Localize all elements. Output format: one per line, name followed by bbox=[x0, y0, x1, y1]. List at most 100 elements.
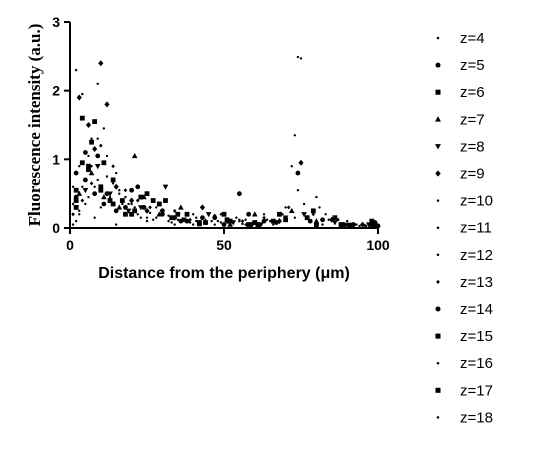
data-point bbox=[307, 218, 313, 224]
legend-item: z=18 bbox=[436, 409, 493, 426]
data-point bbox=[139, 216, 143, 219]
legend-label: z=9 bbox=[460, 166, 485, 183]
data-point bbox=[172, 208, 177, 213]
data-point bbox=[105, 175, 109, 178]
data-point bbox=[296, 55, 300, 59]
series-z-10 bbox=[74, 68, 361, 228]
legend-label: z=5 bbox=[460, 57, 485, 74]
y-tick-label: 3 bbox=[52, 14, 60, 30]
data-point bbox=[81, 185, 84, 188]
data-point bbox=[92, 146, 98, 153]
data-point bbox=[123, 188, 128, 193]
data-point bbox=[71, 212, 75, 217]
data-point bbox=[130, 202, 133, 206]
data-point bbox=[170, 221, 173, 224]
data-point bbox=[311, 212, 316, 217]
legend-item: z=14 bbox=[435, 301, 493, 318]
data-point bbox=[79, 160, 85, 166]
data-point bbox=[261, 218, 267, 224]
data-point bbox=[144, 191, 150, 197]
data-point bbox=[188, 221, 192, 224]
data-point bbox=[188, 217, 192, 222]
data-point bbox=[96, 178, 99, 182]
data-point bbox=[108, 195, 112, 199]
y-axis-label: Fluorescence intensity (a.u.) bbox=[25, 24, 44, 227]
data-point bbox=[131, 152, 138, 159]
data-point bbox=[101, 194, 107, 200]
series-z-16 bbox=[71, 182, 355, 228]
legend-label: z=7 bbox=[460, 111, 485, 128]
data-point bbox=[89, 181, 94, 186]
data-point bbox=[269, 219, 272, 223]
data-point bbox=[101, 201, 107, 207]
data-point bbox=[89, 139, 94, 145]
data-point bbox=[101, 160, 107, 166]
data-point bbox=[87, 154, 90, 158]
data-point bbox=[123, 211, 128, 217]
data-point bbox=[296, 189, 300, 192]
data-point bbox=[151, 218, 155, 221]
data-point bbox=[238, 219, 241, 223]
data-point bbox=[85, 122, 92, 128]
data-point bbox=[288, 207, 295, 214]
data-point bbox=[295, 170, 301, 176]
data-point bbox=[244, 218, 247, 221]
legend-item: z=5 bbox=[435, 57, 485, 74]
data-point bbox=[302, 202, 306, 206]
y-axis-ticks: 0 1 2 3 bbox=[52, 14, 70, 236]
legend-item: z=9 bbox=[435, 166, 485, 183]
data-point bbox=[298, 159, 304, 166]
data-point bbox=[293, 216, 297, 219]
data-point bbox=[71, 185, 75, 188]
data-point bbox=[181, 217, 187, 223]
legend-marker bbox=[436, 226, 440, 229]
data-point bbox=[363, 223, 368, 228]
y-tick-label: 0 bbox=[52, 220, 60, 236]
data-point bbox=[123, 205, 128, 210]
data-point bbox=[167, 219, 170, 223]
data-point bbox=[277, 211, 282, 217]
data-point bbox=[135, 198, 140, 203]
legend-label: z=8 bbox=[460, 138, 485, 155]
data-point bbox=[184, 211, 190, 217]
data-point bbox=[262, 215, 266, 220]
legend-label: z=12 bbox=[460, 247, 493, 264]
data-point bbox=[314, 222, 319, 227]
series-z-11 bbox=[71, 82, 352, 226]
data-point bbox=[102, 127, 106, 130]
data-point bbox=[167, 214, 170, 217]
data-point bbox=[184, 218, 190, 224]
legend-item: z=11 bbox=[436, 220, 492, 237]
series-z-9 bbox=[76, 60, 366, 228]
legend-marker bbox=[435, 306, 441, 312]
data-point bbox=[262, 213, 266, 216]
data-point bbox=[111, 164, 115, 169]
data-point bbox=[121, 202, 124, 206]
data-point bbox=[92, 191, 98, 197]
data-point bbox=[144, 207, 150, 214]
data-point bbox=[88, 170, 95, 176]
legend-item: z=15 bbox=[435, 328, 493, 345]
data-point bbox=[293, 134, 297, 137]
data-point bbox=[221, 211, 227, 217]
x-axis-ticks: 0 50 100 bbox=[66, 228, 390, 253]
legend-label: z=10 bbox=[460, 193, 493, 210]
data-point bbox=[241, 222, 244, 226]
data-point bbox=[125, 208, 132, 214]
data-point bbox=[310, 208, 316, 214]
data-point bbox=[96, 82, 99, 86]
series-z-18 bbox=[71, 137, 380, 226]
data-point bbox=[327, 218, 330, 221]
data-point bbox=[252, 211, 258, 217]
data-point bbox=[281, 213, 284, 216]
data-point bbox=[78, 165, 81, 168]
data-point bbox=[116, 204, 123, 210]
data-point bbox=[148, 211, 152, 215]
data-point bbox=[138, 194, 144, 200]
data-point bbox=[235, 216, 238, 219]
data-point bbox=[324, 213, 327, 216]
data-point bbox=[127, 202, 130, 206]
data-point bbox=[74, 68, 78, 72]
data-point bbox=[178, 218, 184, 224]
